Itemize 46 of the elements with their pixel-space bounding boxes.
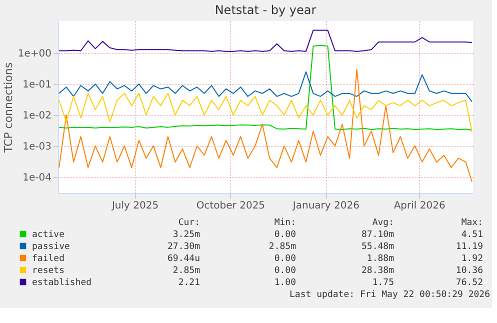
line-series <box>58 68 472 182</box>
text: Min: <box>274 218 296 228</box>
x-tick-label: October 2025 <box>196 200 266 212</box>
y-tick-label: 1e-01 <box>22 80 52 91</box>
text: Cur: <box>178 218 200 228</box>
y-tick-label: 1e-04 <box>22 172 52 184</box>
x-tick-label: January 2026 <box>292 200 360 212</box>
y-tick-label: 1e-03 <box>22 141 52 152</box>
legend-label: resets <box>32 266 65 276</box>
chart-title: Netstat - by year <box>214 3 316 17</box>
y-tick-label: 1e-02 <box>22 110 52 122</box>
text: Last update: Fri May 22 00:50:29 2026 <box>290 290 490 300</box>
text: 87.10m <box>361 230 394 240</box>
text: 11.19 <box>456 242 483 252</box>
text: 2.21 <box>178 278 200 288</box>
text: 27.30m <box>167 242 200 252</box>
text: 28.38m <box>361 266 394 276</box>
y-axis-title: TCP connections <box>2 62 15 154</box>
text: 1.88m <box>366 254 394 264</box>
line-series <box>58 44 472 131</box>
text: 1.75 <box>372 278 394 288</box>
text: 0.00 <box>274 266 296 276</box>
text: 0.00 <box>274 254 296 264</box>
text: 2.85m <box>268 242 296 252</box>
legend-label: passive <box>32 242 70 252</box>
text: 1.00 <box>274 278 296 288</box>
text: Avg: <box>372 218 394 228</box>
line-series <box>58 30 472 52</box>
x-tick-label: April 2026 <box>394 200 446 212</box>
text: 4.51 <box>461 230 483 240</box>
text: 10.36 <box>456 266 483 276</box>
text: 55.48m <box>361 242 394 252</box>
text: 3.25m <box>172 230 200 240</box>
text: 0.00 <box>274 230 296 240</box>
line-series <box>58 71 472 102</box>
line-series <box>58 92 472 132</box>
x-tick-label: July 2025 <box>110 200 159 212</box>
text: Max: <box>461 218 483 228</box>
text: 1.92 <box>461 254 483 264</box>
legend-label: active <box>32 230 65 240</box>
text: 2.85m <box>172 266 200 276</box>
legend-label: failed <box>32 254 65 264</box>
y-tick-label: 1e+00 <box>18 48 52 60</box>
legend-label: established <box>32 278 92 288</box>
text: 76.52 <box>456 278 483 288</box>
text: 69.44u <box>167 254 200 264</box>
